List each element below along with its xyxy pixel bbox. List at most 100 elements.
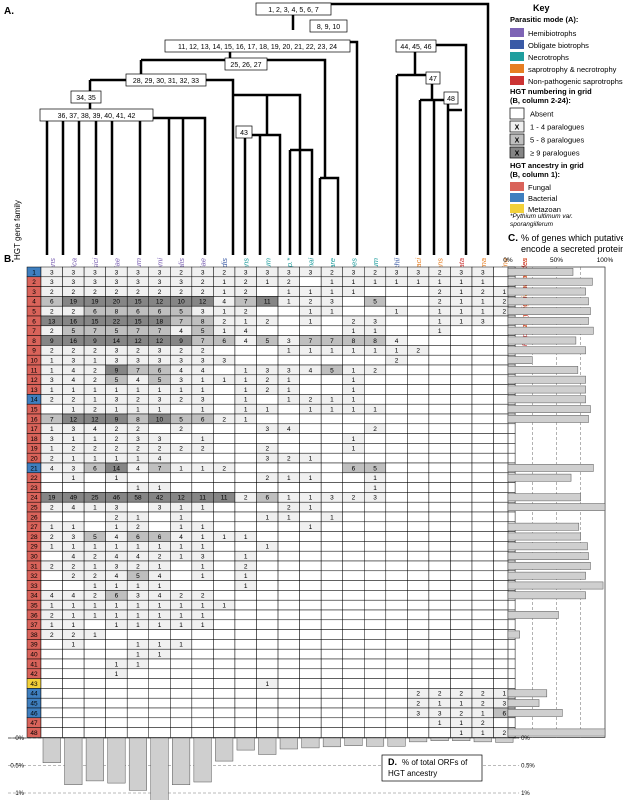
orf-bar: [236, 737, 255, 751]
grid-value: 3: [201, 358, 205, 365]
grid-value: 7: [158, 465, 162, 472]
grid-value: 10: [177, 299, 185, 306]
grid-value: 1: [244, 377, 248, 384]
grid-cell: [213, 639, 236, 650]
grid-cell: [277, 433, 300, 444]
grid-value: 3: [158, 348, 162, 355]
grid-value: 1: [93, 632, 97, 639]
grid-cell: [40, 707, 63, 719]
grid-value: 1: [158, 407, 162, 414]
grid-cell: [213, 629, 236, 640]
grid-value: 1: [72, 603, 76, 610]
grid-value: 2: [244, 495, 248, 502]
grid-cell: [277, 541, 300, 552]
grid-cell: [170, 482, 193, 493]
grid-cell: [385, 462, 408, 474]
secreted-protein-chart: 0% 50% 100%: [503, 257, 614, 738]
grid-cell: [493, 717, 516, 728]
grid-cell: [213, 443, 236, 454]
grid-value: 2: [115, 446, 119, 453]
grid-value: 3: [265, 367, 269, 374]
grid-cell: [83, 639, 106, 650]
family-number: 20: [30, 456, 38, 463]
secreted-bar: [507, 522, 580, 531]
orf-bar: [42, 737, 61, 763]
grid-value: 3: [72, 279, 76, 286]
secreted-bar: [507, 326, 594, 335]
grid-cell: [83, 678, 106, 689]
mode-label: Non-pathogenic saprotrophs: [528, 77, 623, 86]
orf-bar: [150, 737, 169, 800]
grid-cell: [299, 531, 322, 542]
grid-value: 5: [179, 416, 183, 423]
grid-value: 2: [72, 563, 76, 570]
grid-value: 4: [179, 328, 183, 335]
grid-cell: [471, 580, 494, 591]
grid-cell: [277, 717, 300, 728]
family-number: 17: [30, 426, 38, 433]
grid-value: 1: [158, 612, 162, 619]
grid-value: 6: [93, 309, 97, 316]
grid-cell: [364, 501, 387, 513]
family-number: 14: [30, 397, 38, 404]
grid-cell: [234, 462, 257, 474]
grid-cell: [428, 570, 451, 581]
grid-value: 4: [72, 593, 76, 600]
family-number: 30: [30, 554, 38, 561]
grid-cell: [40, 482, 63, 493]
grid-value: 1: [93, 387, 97, 394]
grid-value: 1: [158, 652, 162, 659]
grid-cell: [62, 707, 85, 719]
grid-cell: [407, 325, 430, 336]
grid-value: 5: [330, 367, 334, 374]
grid-cell: [299, 276, 322, 287]
grid-value: 2: [50, 612, 54, 619]
grid-value: 6: [503, 710, 507, 717]
grid-cell: [126, 501, 149, 513]
grid-cell: [320, 668, 343, 679]
level-label: Absent: [530, 110, 554, 119]
grid-cell: [126, 678, 149, 689]
d-axis-label-left: 1%: [15, 791, 24, 797]
grid-cell: [213, 697, 236, 709]
mode-swatch: [510, 64, 524, 73]
grid-cell: [428, 531, 451, 542]
panel-d-title2: HGT ancestry: [388, 769, 437, 778]
grid-value: 1: [179, 505, 183, 512]
grid-value: 1: [158, 642, 162, 649]
grid-value: 1: [50, 387, 54, 394]
node-label-34: 34, 35: [76, 95, 96, 102]
grid-value: 4: [287, 426, 291, 433]
grid-cell: [213, 580, 236, 591]
grid-cell: [407, 648, 430, 660]
orf-bar: [279, 737, 298, 750]
grid-value: 3: [158, 436, 162, 443]
grid-value: 1: [309, 309, 313, 316]
grid-value: 9: [115, 416, 119, 423]
grid-cell: [170, 403, 193, 415]
grid-cell: [428, 423, 451, 434]
grid-cell: [277, 707, 300, 719]
grid-cell: [364, 384, 387, 395]
grid-cell: [299, 658, 322, 670]
key-grid-title2: (B, column 2-24):: [510, 96, 571, 105]
grid-cell: [277, 531, 300, 542]
grid-cell: [364, 541, 387, 552]
grid-cell: [40, 727, 63, 738]
grid-cell: [62, 511, 85, 523]
grid-cell: [40, 697, 63, 709]
family-number: 36: [30, 612, 38, 619]
grid-value: 1: [115, 583, 119, 590]
grid-cell: [471, 590, 494, 601]
grid-cell: [364, 639, 387, 650]
orf-bar: [258, 737, 277, 755]
grid-cell: [407, 443, 430, 454]
grid-cell: [320, 717, 343, 728]
grid-cell: [170, 433, 193, 444]
grid-cell: [277, 668, 300, 679]
grid-value: 7: [158, 328, 162, 335]
grid-cell: [148, 668, 171, 679]
grid-value: 1: [201, 387, 205, 394]
grid-cell: [299, 599, 322, 611]
grid-cell: [234, 599, 257, 611]
